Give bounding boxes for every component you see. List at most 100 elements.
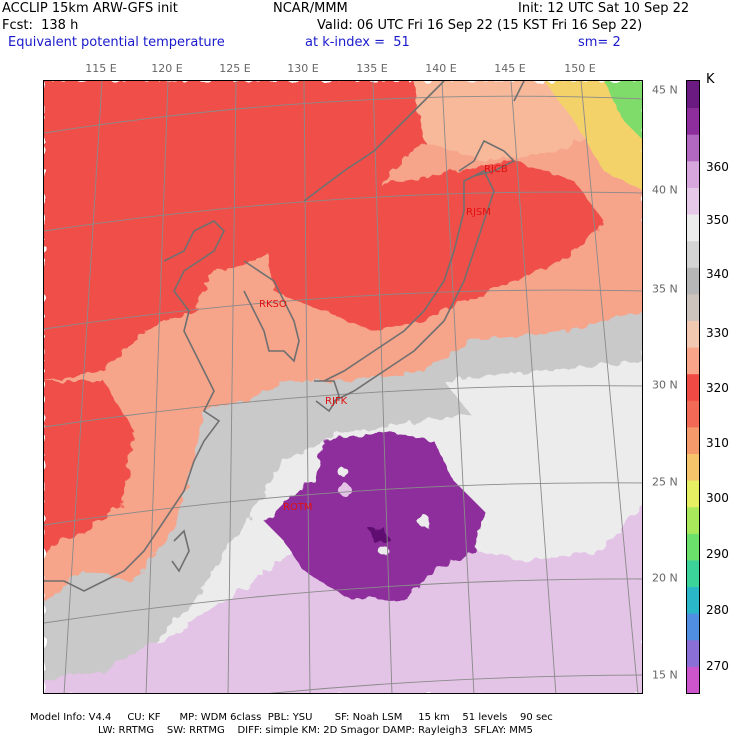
colorbar-swatch — [687, 187, 699, 215]
meridian-145 — [510, 81, 557, 693]
colorbar-swatch — [687, 639, 699, 667]
lat-label-15: 15 N — [652, 668, 678, 682]
field-purple-core — [264, 431, 484, 601]
colorbar-swatch — [687, 480, 699, 508]
field-pale-spot — [379, 546, 389, 556]
map-canvas: RJCB RJSM RKSO RJFK ROTM — [44, 81, 642, 693]
lon-label-145: 145 E — [494, 62, 526, 75]
kyushu-coast — [314, 380, 340, 413]
china-coast — [44, 220, 225, 592]
colorbar-tick-360: 360 — [706, 160, 729, 174]
colorbar-swatch — [687, 240, 699, 268]
colorbar-swatch — [687, 453, 699, 481]
meridian-150 — [580, 81, 639, 693]
lon-label-135: 135 E — [356, 62, 388, 75]
parallel-30 — [44, 385, 642, 428]
lon-label-130: 130 E — [287, 62, 319, 75]
field-red-japan — [264, 161, 604, 331]
colorbar-swatch — [687, 373, 699, 401]
valid-time: Valid: 06 UTC Fri 16 Sep 22 (15 KST Fri … — [317, 18, 643, 33]
colorbar-swatch — [687, 134, 699, 162]
parallel-35 — [44, 289, 642, 330]
colorbar-swatch — [687, 81, 699, 109]
lon-label-120: 120 E — [151, 62, 183, 75]
colorbar-swatch — [687, 506, 699, 534]
colorbar-swatch — [687, 214, 699, 242]
colorbar-tick-320: 320 — [706, 381, 729, 395]
sakhalin-coast — [513, 81, 525, 102]
lat-label-20: 20 N — [652, 571, 678, 585]
lat-label-45: 45 N — [652, 83, 678, 97]
field-salmon-northeast — [414, 81, 604, 161]
graticule — [44, 81, 642, 693]
smoothing-label: sm= 2 — [578, 35, 621, 50]
hokkaido-coast — [458, 139, 516, 177]
colorbar-swatch — [687, 107, 699, 135]
korea-coast — [243, 260, 300, 363]
field-yellow — [544, 81, 642, 190]
colorbar-tick-270: 270 — [706, 659, 729, 673]
station-rkso: RKSO — [259, 299, 287, 310]
taiwan-coast — [171, 529, 190, 573]
meridian-125 — [227, 81, 237, 693]
lon-label-115: 115 E — [85, 62, 117, 75]
colorbar-swatch — [687, 586, 699, 614]
honshu-coast — [323, 169, 495, 402]
field-pale-spot — [339, 468, 349, 478]
colorbar-tick-310: 310 — [706, 436, 729, 450]
colorbar-swatch — [687, 320, 699, 348]
model-title: ACCLIP 15km ARW-GFS init — [2, 1, 178, 16]
coastlines — [44, 81, 525, 592]
parallel-40 — [44, 191, 642, 232]
colorbar-unit: K — [706, 72, 715, 87]
colorbar-swatch — [687, 533, 699, 561]
colorbar-swatch — [687, 666, 699, 694]
colorbar-swatch — [687, 160, 699, 188]
lon-label-125: 125 E — [219, 62, 251, 75]
level-label: at k-index = 51 — [305, 35, 410, 50]
colorbar-swatch — [687, 347, 699, 375]
colorbar-swatch — [687, 400, 699, 428]
colorbar — [686, 80, 700, 694]
org-label: NCAR/MMM — [273, 1, 348, 16]
field-light-grey-east — [444, 361, 642, 441]
colorbar-tick-280: 280 — [706, 603, 729, 617]
lat-label-40: 40 N — [652, 183, 678, 197]
forecast-hour: Fcst: 138 h — [2, 18, 79, 33]
station-rjcb: RJCB — [484, 164, 508, 175]
colorbar-tick-330: 330 — [706, 326, 729, 340]
meridian-135 — [372, 81, 393, 693]
parallel-20 — [44, 578, 642, 624]
lat-label-30: 30 N — [652, 378, 678, 392]
colorbar-swatch — [687, 559, 699, 588]
colorbar-swatches — [687, 81, 699, 694]
field-pale-spot — [338, 483, 350, 495]
field-pale-spot — [418, 515, 430, 527]
russia-coast — [303, 81, 445, 202]
field-green — [604, 81, 642, 139]
parallel-25 — [44, 482, 642, 526]
station-labels: RJCB RJSM RKSO RJFK ROTM — [259, 164, 508, 513]
init-time: Init: 12 UTC Sat 10 Sep 22 — [518, 1, 690, 16]
meridian-115 — [63, 81, 103, 693]
colorbar-tick-340: 340 — [706, 267, 729, 281]
colorbar-tick-300: 300 — [706, 491, 729, 505]
colorbar-swatch — [687, 613, 699, 641]
footer-physics-info: LW: RRTMG SW: RRTMG DIFF: simple KM: 2D … — [98, 725, 533, 736]
station-rodn: ROTM — [283, 502, 313, 513]
colorbar-swatch — [687, 267, 699, 295]
station-rjsm: RJSM — [466, 207, 491, 218]
lat-label-35: 35 N — [652, 282, 678, 296]
lon-label-150: 150 E — [564, 62, 596, 75]
colorbar-swatch — [687, 426, 699, 455]
lon-label-140: 140 E — [425, 62, 457, 75]
colorbar-swatch — [687, 293, 699, 321]
lat-label-25: 25 N — [652, 475, 678, 489]
station-rjfk: RJFK — [325, 396, 348, 407]
footer-model-info: Model Info: V4.4 CU: KF MP: WDM 6class P… — [30, 712, 553, 723]
parallel-15 — [269, 674, 642, 693]
colorbar-tick-290: 290 — [706, 547, 729, 561]
colorbar-tick-350: 350 — [706, 213, 729, 227]
field-name: Equivalent potential temperature — [8, 35, 225, 50]
field-dark-purple-center — [369, 527, 389, 543]
